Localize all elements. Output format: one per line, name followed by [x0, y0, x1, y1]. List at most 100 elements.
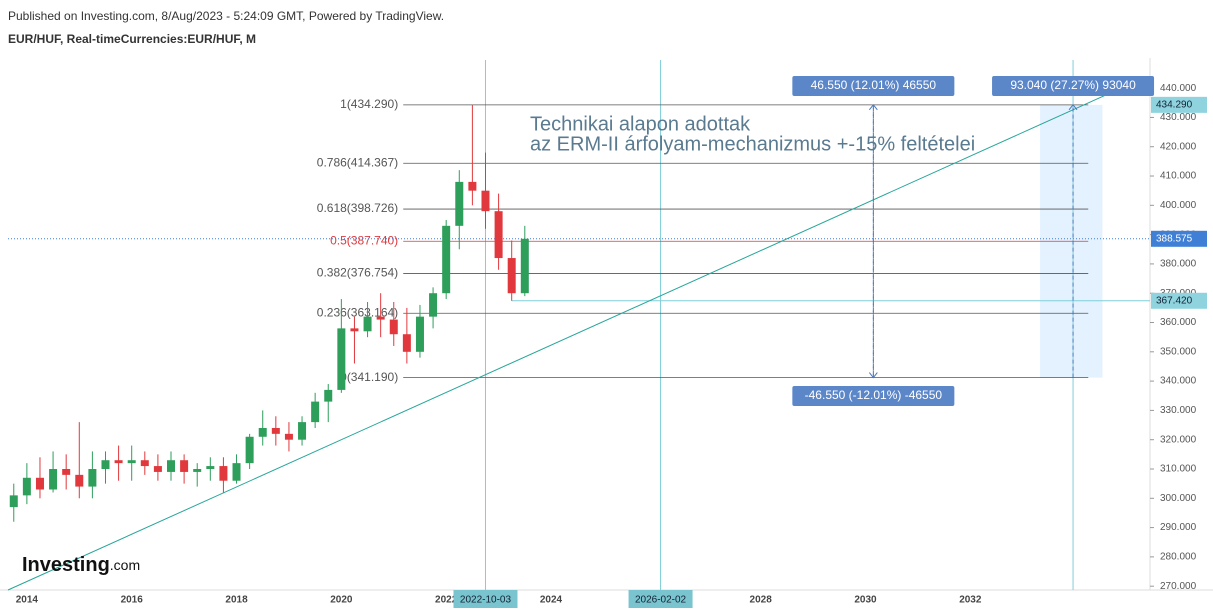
- x-tick-label: 2024: [540, 595, 563, 606]
- candle-body: [49, 468, 58, 490]
- logo-main: Investing: [22, 554, 110, 576]
- x-tick-label: 2014: [16, 595, 39, 606]
- candle-body: [311, 401, 320, 423]
- price-label-bg: [1151, 96, 1207, 113]
- fib-label: 0.382(376.754): [317, 266, 398, 280]
- y-tick-label: 360.000: [1160, 317, 1197, 328]
- fib-label: 1(434.290): [340, 97, 398, 111]
- candle-body: [180, 460, 189, 472]
- price-label-bg: [1151, 230, 1207, 247]
- measure-label: -46.550 (-12.01%) -46550: [805, 388, 943, 402]
- candle-body: [232, 463, 241, 481]
- y-tick-label: 310.000: [1160, 464, 1197, 475]
- candle-body: [101, 460, 110, 469]
- candle-body: [481, 190, 490, 212]
- candle-body: [455, 181, 464, 226]
- candle-body: [193, 468, 202, 472]
- fib-label: 0.786(414.367): [317, 155, 398, 169]
- price-label: 367.420: [1156, 295, 1193, 306]
- measure-label-bg: [992, 76, 1155, 96]
- candle-body: [219, 466, 228, 481]
- symbol: EUR/HUF, Real-timeCurrencies:EUR/HUF, M: [8, 32, 256, 46]
- y-tick-label: 380.000: [1160, 259, 1197, 270]
- candle-body: [245, 436, 254, 464]
- x-label-bg: [453, 590, 518, 608]
- candle-body: [337, 328, 346, 390]
- y-tick-label: 320.000: [1160, 434, 1197, 445]
- candle-body: [324, 389, 333, 402]
- candle-body: [127, 460, 136, 464]
- measure-label-bg: [792, 386, 955, 406]
- fib-label: 0.5(387.740): [330, 233, 398, 247]
- candle-body: [520, 238, 529, 294]
- x-tick-label: 2032: [959, 595, 982, 606]
- trendline: [7, 84, 1128, 591]
- x-tick-label: 2030: [854, 595, 877, 606]
- measure-label: 46.550 (12.01%) 46550: [811, 78, 937, 92]
- candle-body: [284, 433, 293, 440]
- candle-body: [206, 466, 215, 469]
- candle-body: [114, 460, 123, 464]
- candle-body: [153, 466, 162, 472]
- annotation: Technikai alapon adottak: [530, 113, 751, 135]
- x-tick-label: 2020: [330, 595, 353, 606]
- y-tick-label: 280.000: [1160, 552, 1197, 563]
- candle-body: [402, 334, 411, 352]
- candle-body: [298, 422, 307, 440]
- x-tick-label: 2016: [121, 595, 144, 606]
- fib-label: 0.236(363.164): [317, 305, 398, 319]
- y-tick-label: 440.000: [1160, 83, 1197, 94]
- arrow-head: [1068, 104, 1078, 111]
- candle-body: [389, 319, 398, 335]
- candle-body: [22, 477, 31, 496]
- candle-body: [429, 293, 438, 317]
- y-tick-label: 340.000: [1160, 376, 1197, 387]
- measure-label: 93.040 (27.27%) 93040: [1010, 78, 1136, 92]
- y-tick-label: 270.000: [1160, 581, 1197, 592]
- y-tick-label: 330.000: [1160, 405, 1197, 416]
- candle-body: [415, 316, 424, 352]
- candle-body: [507, 258, 516, 294]
- candle-body: [258, 427, 267, 437]
- arrow-head: [868, 104, 878, 111]
- measure-label-bg: [792, 76, 955, 96]
- candle-body: [9, 495, 18, 508]
- x-highlight-label: 2022-10-03: [460, 595, 512, 606]
- y-tick-label: 420.000: [1160, 141, 1197, 152]
- price-label: 434.290: [1156, 99, 1193, 110]
- candle-body: [468, 181, 477, 191]
- candle-body: [363, 316, 372, 332]
- x-highlight-label: 2026-02-02: [635, 595, 687, 606]
- candle-body: [271, 427, 280, 434]
- arrow-head: [868, 372, 878, 379]
- x-tick-label: 2028: [750, 595, 773, 606]
- candle-body: [167, 460, 176, 472]
- candle-body: [442, 225, 451, 294]
- y-tick-label: 290.000: [1160, 522, 1197, 533]
- y-tick-label: 430.000: [1160, 112, 1197, 123]
- price-label-bg: [1151, 292, 1207, 309]
- candle-body: [75, 474, 84, 487]
- x-label-bg: [628, 590, 693, 608]
- x-tick-label: 2022: [435, 595, 458, 606]
- candle-body: [140, 460, 149, 467]
- candle-body: [88, 468, 97, 487]
- fib-label: 0(341.190): [340, 370, 398, 384]
- y-tick-label: 300.000: [1160, 493, 1197, 504]
- fib-label: 0.618(398.726): [317, 201, 398, 215]
- y-tick-label: 350.000: [1160, 346, 1197, 357]
- candle-body: [35, 477, 44, 490]
- candle-body: [62, 468, 71, 475]
- candle-body: [494, 211, 503, 259]
- published: Published on Investing.com, 8/Aug/2023 -…: [8, 9, 444, 23]
- x-tick-label: 2018: [225, 595, 248, 606]
- logo: Investing.com: [22, 554, 140, 576]
- price-label: 388.575: [1156, 233, 1193, 244]
- y-tick-label: 410.000: [1160, 171, 1197, 182]
- candle-body: [376, 316, 385, 320]
- logo-suffix: .com: [110, 557, 140, 573]
- annotation: az ERM-II árfolyam-mechanizmus +-15% fel…: [530, 133, 975, 155]
- candle-body: [350, 328, 359, 332]
- y-tick-label: 400.000: [1160, 200, 1197, 211]
